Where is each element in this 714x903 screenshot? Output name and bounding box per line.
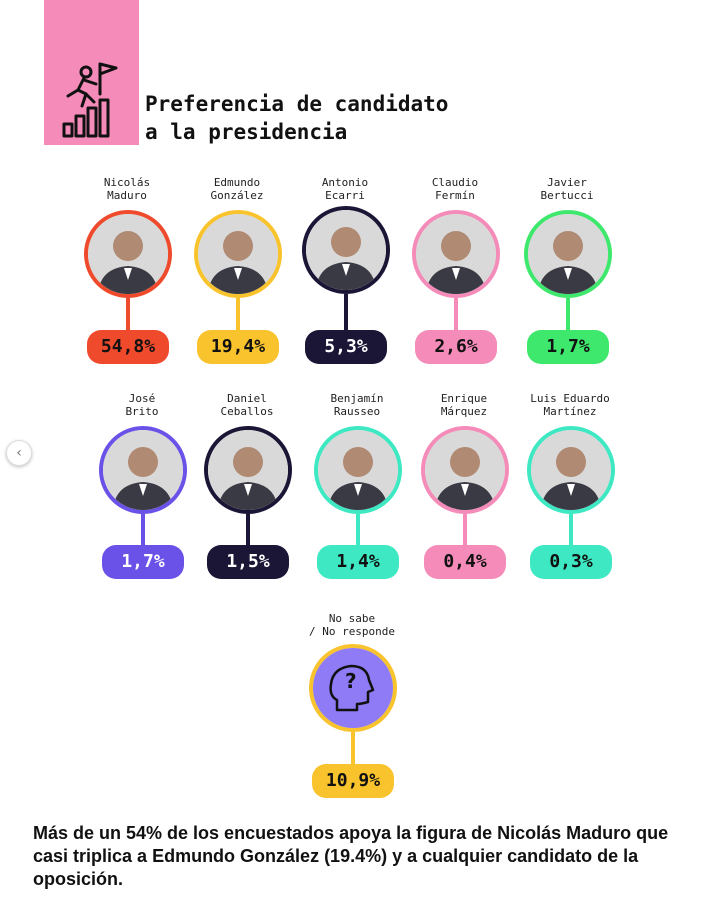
- candidate-photo: [421, 426, 509, 514]
- candidate-photo: [194, 210, 282, 298]
- candidate-name: Luis Eduardo Martínez: [530, 392, 610, 418]
- candidate-photo: [314, 426, 402, 514]
- candidate-photo: [527, 426, 615, 514]
- connector-line: [569, 514, 573, 545]
- candidate-photo: [412, 210, 500, 298]
- candidate-photo: [302, 206, 390, 294]
- candidate-name: José Brito: [125, 392, 159, 418]
- chart-title: Preferencia de candidato a la presidenci…: [145, 92, 449, 144]
- chevron-left-icon[interactable]: ‹: [6, 440, 32, 466]
- candidate-name: Enrique Márquez: [440, 392, 488, 418]
- candidate-name: Claudio Fermín: [431, 176, 479, 202]
- connector-line: [351, 732, 355, 764]
- connector-line: [141, 514, 145, 545]
- connector-line: [463, 514, 467, 545]
- candidate-name: Javier Bertucci: [540, 176, 594, 202]
- percentage-label: 19,4%: [197, 330, 279, 364]
- footer-summary: Más de un 54% de los encuestados apoya l…: [33, 823, 669, 889]
- candidate-name: No sabe / No responde: [308, 612, 396, 638]
- percentage-label: 1,7%: [102, 545, 184, 579]
- candidate-photo: [84, 210, 172, 298]
- percentage-label: 1,4%: [317, 545, 399, 579]
- connector-line: [454, 298, 458, 330]
- connector-line: [236, 298, 240, 330]
- candidate-name: Edmundo González: [210, 176, 264, 202]
- candidate-name: Nicolás Maduro: [103, 176, 151, 202]
- connector-line: [566, 298, 570, 330]
- percentage-label: 1,5%: [207, 545, 289, 579]
- candidate-photo: [204, 426, 292, 514]
- connector-line: [344, 294, 348, 330]
- percentage-label: 2,6%: [415, 330, 497, 364]
- question-head-icon: ?: [309, 644, 397, 732]
- percentage-label: 54,8%: [87, 330, 169, 364]
- connector-line: [126, 298, 130, 330]
- connector-line: [246, 514, 250, 545]
- climbing-to-flag-with-bar-chart-icon: [62, 62, 118, 138]
- connector-line: [356, 514, 360, 545]
- percentage-label: 5,3%: [305, 330, 387, 364]
- candidate-name: Daniel Ceballos: [220, 392, 274, 418]
- candidate-photo: [524, 210, 612, 298]
- svg-text:?: ?: [345, 669, 357, 693]
- candidate-name: Antonio Ecarri: [321, 176, 369, 202]
- candidate-photo: [99, 426, 187, 514]
- percentage-label: 1,7%: [527, 330, 609, 364]
- candidate-name: Benjamín Rausseo: [330, 392, 384, 418]
- percentage-label: 10,9%: [312, 764, 394, 798]
- percentage-label: 0,4%: [424, 545, 506, 579]
- percentage-label: 0,3%: [530, 545, 612, 579]
